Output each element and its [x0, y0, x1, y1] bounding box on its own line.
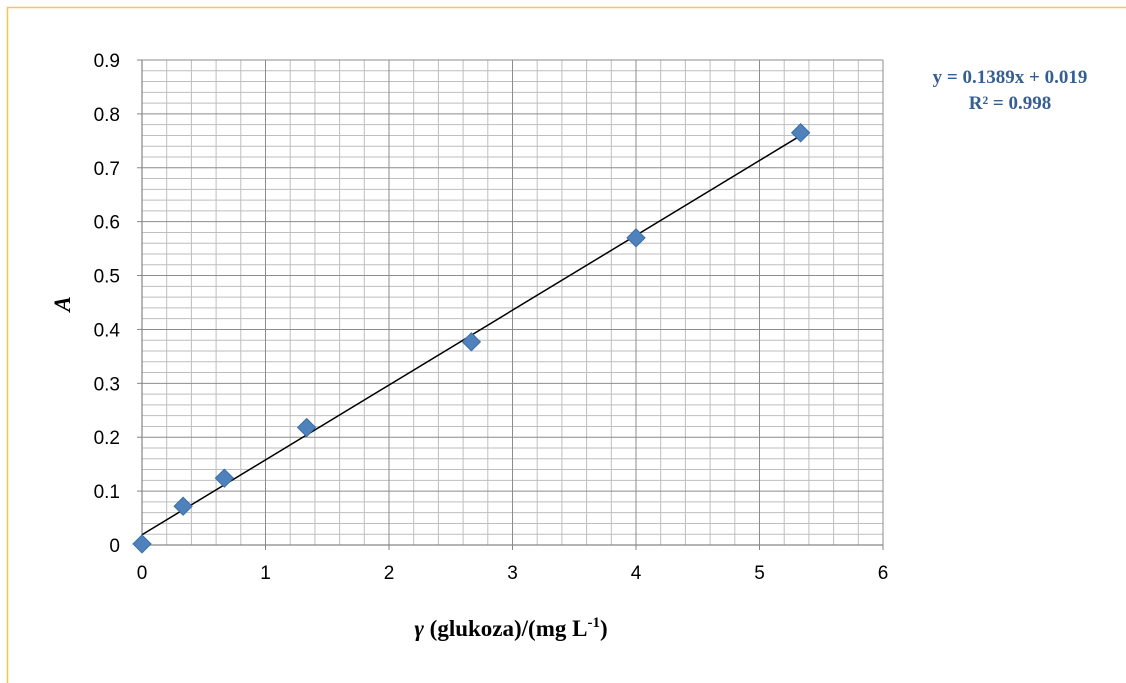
y-tick-label: 0.7 [94, 159, 120, 180]
data-point [790, 123, 811, 143]
data-point [173, 496, 193, 516]
data-points [132, 123, 811, 554]
x-tick-label: 3 [507, 563, 518, 584]
data-point [296, 417, 317, 438]
data-point [214, 468, 235, 488]
data-point [626, 228, 646, 248]
y-tick-label: 0.5 [94, 267, 120, 288]
x-tick-label: 5 [754, 563, 765, 584]
y-tick-label: 0.6 [94, 213, 120, 234]
x-tick-label: 6 [878, 563, 889, 584]
y-tick-label: 0.8 [94, 105, 120, 126]
axes [137, 59, 884, 550]
x-tick-label: 4 [631, 563, 642, 584]
x-tick-label: 0 [137, 563, 148, 584]
y-tick-labels: 0 0.1 0.2 0.3 0.4 0.5 0.6 0.7 0.8 0.9 [94, 51, 121, 557]
x-axis-title-text: (glukoza)/(mg L [424, 616, 588, 641]
chart-border [6, 6, 1126, 683]
x-axis-title-close: ) [600, 616, 608, 641]
trendline-equation: y = 0.1389x + 0.019 [933, 67, 1088, 88]
x-axis-title-symbol: γ [414, 616, 424, 641]
x-tick-label: 2 [384, 563, 395, 584]
x-tick-label: 1 [260, 563, 271, 584]
data-point [461, 332, 482, 352]
x-tick-labels: 0 1 2 3 4 5 6 [137, 563, 889, 584]
y-tick-label: 0.4 [94, 320, 121, 341]
y-tick-label: 0.2 [94, 428, 120, 449]
r-squared-label: R² = 0.998 [969, 93, 1052, 114]
y-axis-title: A [50, 296, 75, 313]
y-tick-label: 0.9 [94, 51, 120, 72]
data-point [132, 534, 152, 554]
y-tick-label: 0.3 [94, 374, 120, 395]
x-axis-title: γ (glukoza)/(mg L-1) [414, 615, 607, 641]
x-axis-title-superscript: -1 [587, 615, 600, 631]
y-tick-label: 0 [109, 536, 120, 557]
y-tick-label: 0.1 [94, 482, 120, 503]
